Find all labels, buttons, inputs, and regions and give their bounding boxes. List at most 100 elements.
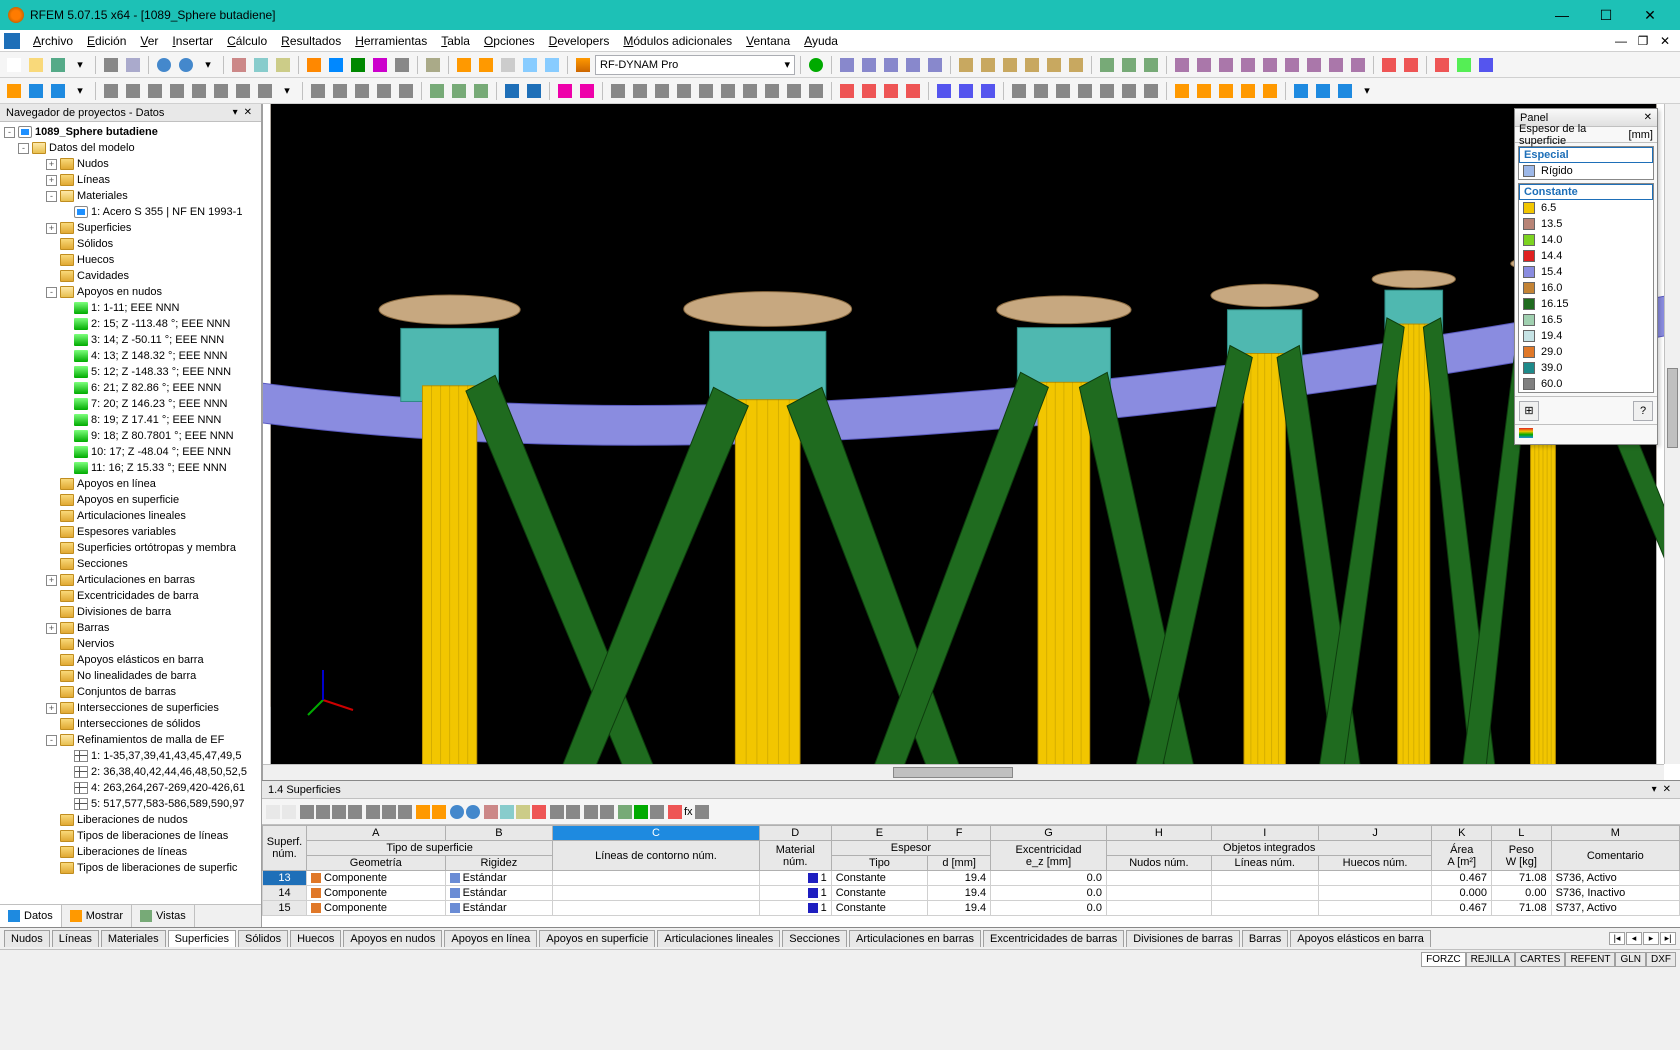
data-grid-close-icon[interactable]: ✕ (1660, 784, 1674, 795)
tree-node-22[interactable]: Articulaciones lineales (0, 508, 261, 524)
nav-tab-datos[interactable]: Datos (0, 905, 62, 927)
gradient-icon[interactable] (1519, 428, 1533, 438)
tree-node-16[interactable]: 8: 19; Z 17.41 °; EEE NNN (0, 412, 261, 428)
p9[interactable]: ▾ (277, 81, 297, 101)
legend-item[interactable]: 39.0 (1519, 360, 1653, 376)
tree-node-30[interactable]: Nervios (0, 636, 261, 652)
status-cell-refent[interactable]: REFENT (1565, 952, 1615, 967)
s2[interactable] (1194, 55, 1214, 75)
legend-item[interactable]: 13.5 (1519, 216, 1653, 232)
tree-twisty[interactable]: + (46, 159, 57, 170)
d[interactable] (370, 55, 390, 75)
bottom-tab-15[interactable]: Apoyos elásticos en barra (1290, 930, 1431, 947)
h2[interactable] (1401, 55, 1421, 75)
menu-ver[interactable]: Ver (133, 32, 165, 50)
status-cell-gln[interactable]: GLN (1615, 952, 1646, 967)
p4[interactable] (167, 81, 187, 101)
f2[interactable] (956, 81, 976, 101)
bottom-tab-9[interactable]: Articulaciones lineales (657, 930, 780, 947)
p6[interactable] (211, 81, 231, 101)
tree-node-32[interactable]: No linealidades de barra (0, 668, 261, 684)
legend-item[interactable]: 15.4 (1519, 264, 1653, 280)
menu-ayuda[interactable]: Ayuda (797, 32, 845, 50)
m4[interactable] (520, 55, 540, 75)
k5[interactable] (1260, 81, 1280, 101)
lt17[interactable] (532, 805, 546, 819)
status-cell-cartes[interactable]: CARTES (1515, 952, 1565, 967)
tree-node-2[interactable]: -Materiales (0, 188, 261, 204)
tab-nav-btn[interactable]: ▸| (1660, 932, 1676, 945)
w1[interactable] (427, 81, 447, 101)
tree-node-14[interactable]: 6: 21; Z 82.86 °; EEE NNN (0, 380, 261, 396)
p1[interactable] (101, 81, 121, 101)
r3[interactable] (1141, 55, 1161, 75)
lt27[interactable] (695, 805, 709, 819)
go[interactable] (806, 55, 826, 75)
bottom-tab-14[interactable]: Barras (1242, 930, 1288, 947)
d4[interactable] (674, 81, 694, 101)
lt26[interactable]: fx (684, 805, 693, 819)
lt23[interactable] (634, 805, 648, 819)
s6[interactable] (1282, 55, 1302, 75)
h4[interactable] (1454, 55, 1474, 75)
tree-node-20[interactable]: Apoyos en línea (0, 476, 261, 492)
m2[interactable] (476, 55, 496, 75)
g3[interactable] (1053, 81, 1073, 101)
nn4[interactable]: ▾ (70, 81, 90, 101)
s1[interactable] (1172, 55, 1192, 75)
close-button[interactable]: ✕ (1628, 1, 1672, 29)
menu-ventana[interactable]: Ventana (739, 32, 797, 50)
bottom-tab-10[interactable]: Secciones (782, 930, 847, 947)
lt14[interactable] (484, 805, 498, 819)
z5[interactable] (925, 55, 945, 75)
tree-node-37[interactable]: 1: 1-35,37,39,41,43,45,47,49,5 (0, 748, 261, 764)
mdi-restore-icon[interactable]: ❐ (1632, 34, 1654, 48)
s5[interactable] (1260, 55, 1280, 75)
k2[interactable] (1194, 81, 1214, 101)
m5[interactable] (542, 55, 562, 75)
legend-item[interactable]: 60.0 (1519, 376, 1653, 392)
lt24[interactable] (650, 805, 664, 819)
g4[interactable] (1075, 81, 1095, 101)
nn3[interactable] (48, 81, 68, 101)
tree-twisty[interactable]: - (4, 127, 15, 138)
mdi-close-icon[interactable]: ✕ (1654, 34, 1676, 48)
tree-twisty[interactable]: - (46, 735, 57, 746)
tree-node-1[interactable]: +Líneas (0, 172, 261, 188)
l4[interactable]: ▾ (1357, 81, 1377, 101)
copy[interactable] (251, 55, 271, 75)
tree-node-35[interactable]: Intersecciones de sólidos (0, 716, 261, 732)
d6[interactable] (718, 81, 738, 101)
mdi-min-icon[interactable]: — (1610, 34, 1632, 48)
open[interactable] (26, 55, 46, 75)
menu-resultados[interactable]: Resultados (274, 32, 348, 50)
bottom-tab-8[interactable]: Apoyos en superficie (539, 930, 655, 947)
save[interactable] (48, 55, 68, 75)
c[interactable] (348, 55, 368, 75)
d2[interactable] (630, 81, 650, 101)
tree-node-12[interactable]: 4: 13; Z 148.32 °; EEE NNN (0, 348, 261, 364)
tree-node-11[interactable]: 3: 14; Z -50.11 °; EEE NNN (0, 332, 261, 348)
lt16[interactable] (516, 805, 530, 819)
legend-item[interactable]: 16.5 (1519, 312, 1653, 328)
lt1[interactable] (266, 805, 280, 819)
tree-node-25[interactable]: Secciones (0, 556, 261, 572)
cut[interactable] (229, 55, 249, 75)
lt12[interactable] (450, 805, 464, 819)
tree-twisty[interactable]: - (46, 191, 57, 202)
status-cell-rejilla[interactable]: REJILLA (1466, 952, 1515, 967)
tree-node-33[interactable]: Conjuntos de barras (0, 684, 261, 700)
legend-item[interactable]: 16.15 (1519, 296, 1653, 312)
m1[interactable] (454, 55, 474, 75)
z3[interactable] (881, 55, 901, 75)
legend-help-button[interactable]: ? (1633, 401, 1653, 421)
tree-root[interactable]: -1089_Sphere butadiene (0, 124, 261, 140)
tree-node-26[interactable]: +Articulaciones en barras (0, 572, 261, 588)
menu-tabla[interactable]: Tabla (434, 32, 477, 50)
d10[interactable] (806, 81, 826, 101)
lt11[interactable] (432, 805, 446, 819)
navigator-pin-icon[interactable]: ▾ (230, 107, 241, 118)
tree-model-data[interactable]: -Datos del modelo (0, 140, 261, 156)
d7[interactable] (740, 81, 760, 101)
data-grid-pin-icon[interactable]: ▾ (1649, 784, 1660, 795)
